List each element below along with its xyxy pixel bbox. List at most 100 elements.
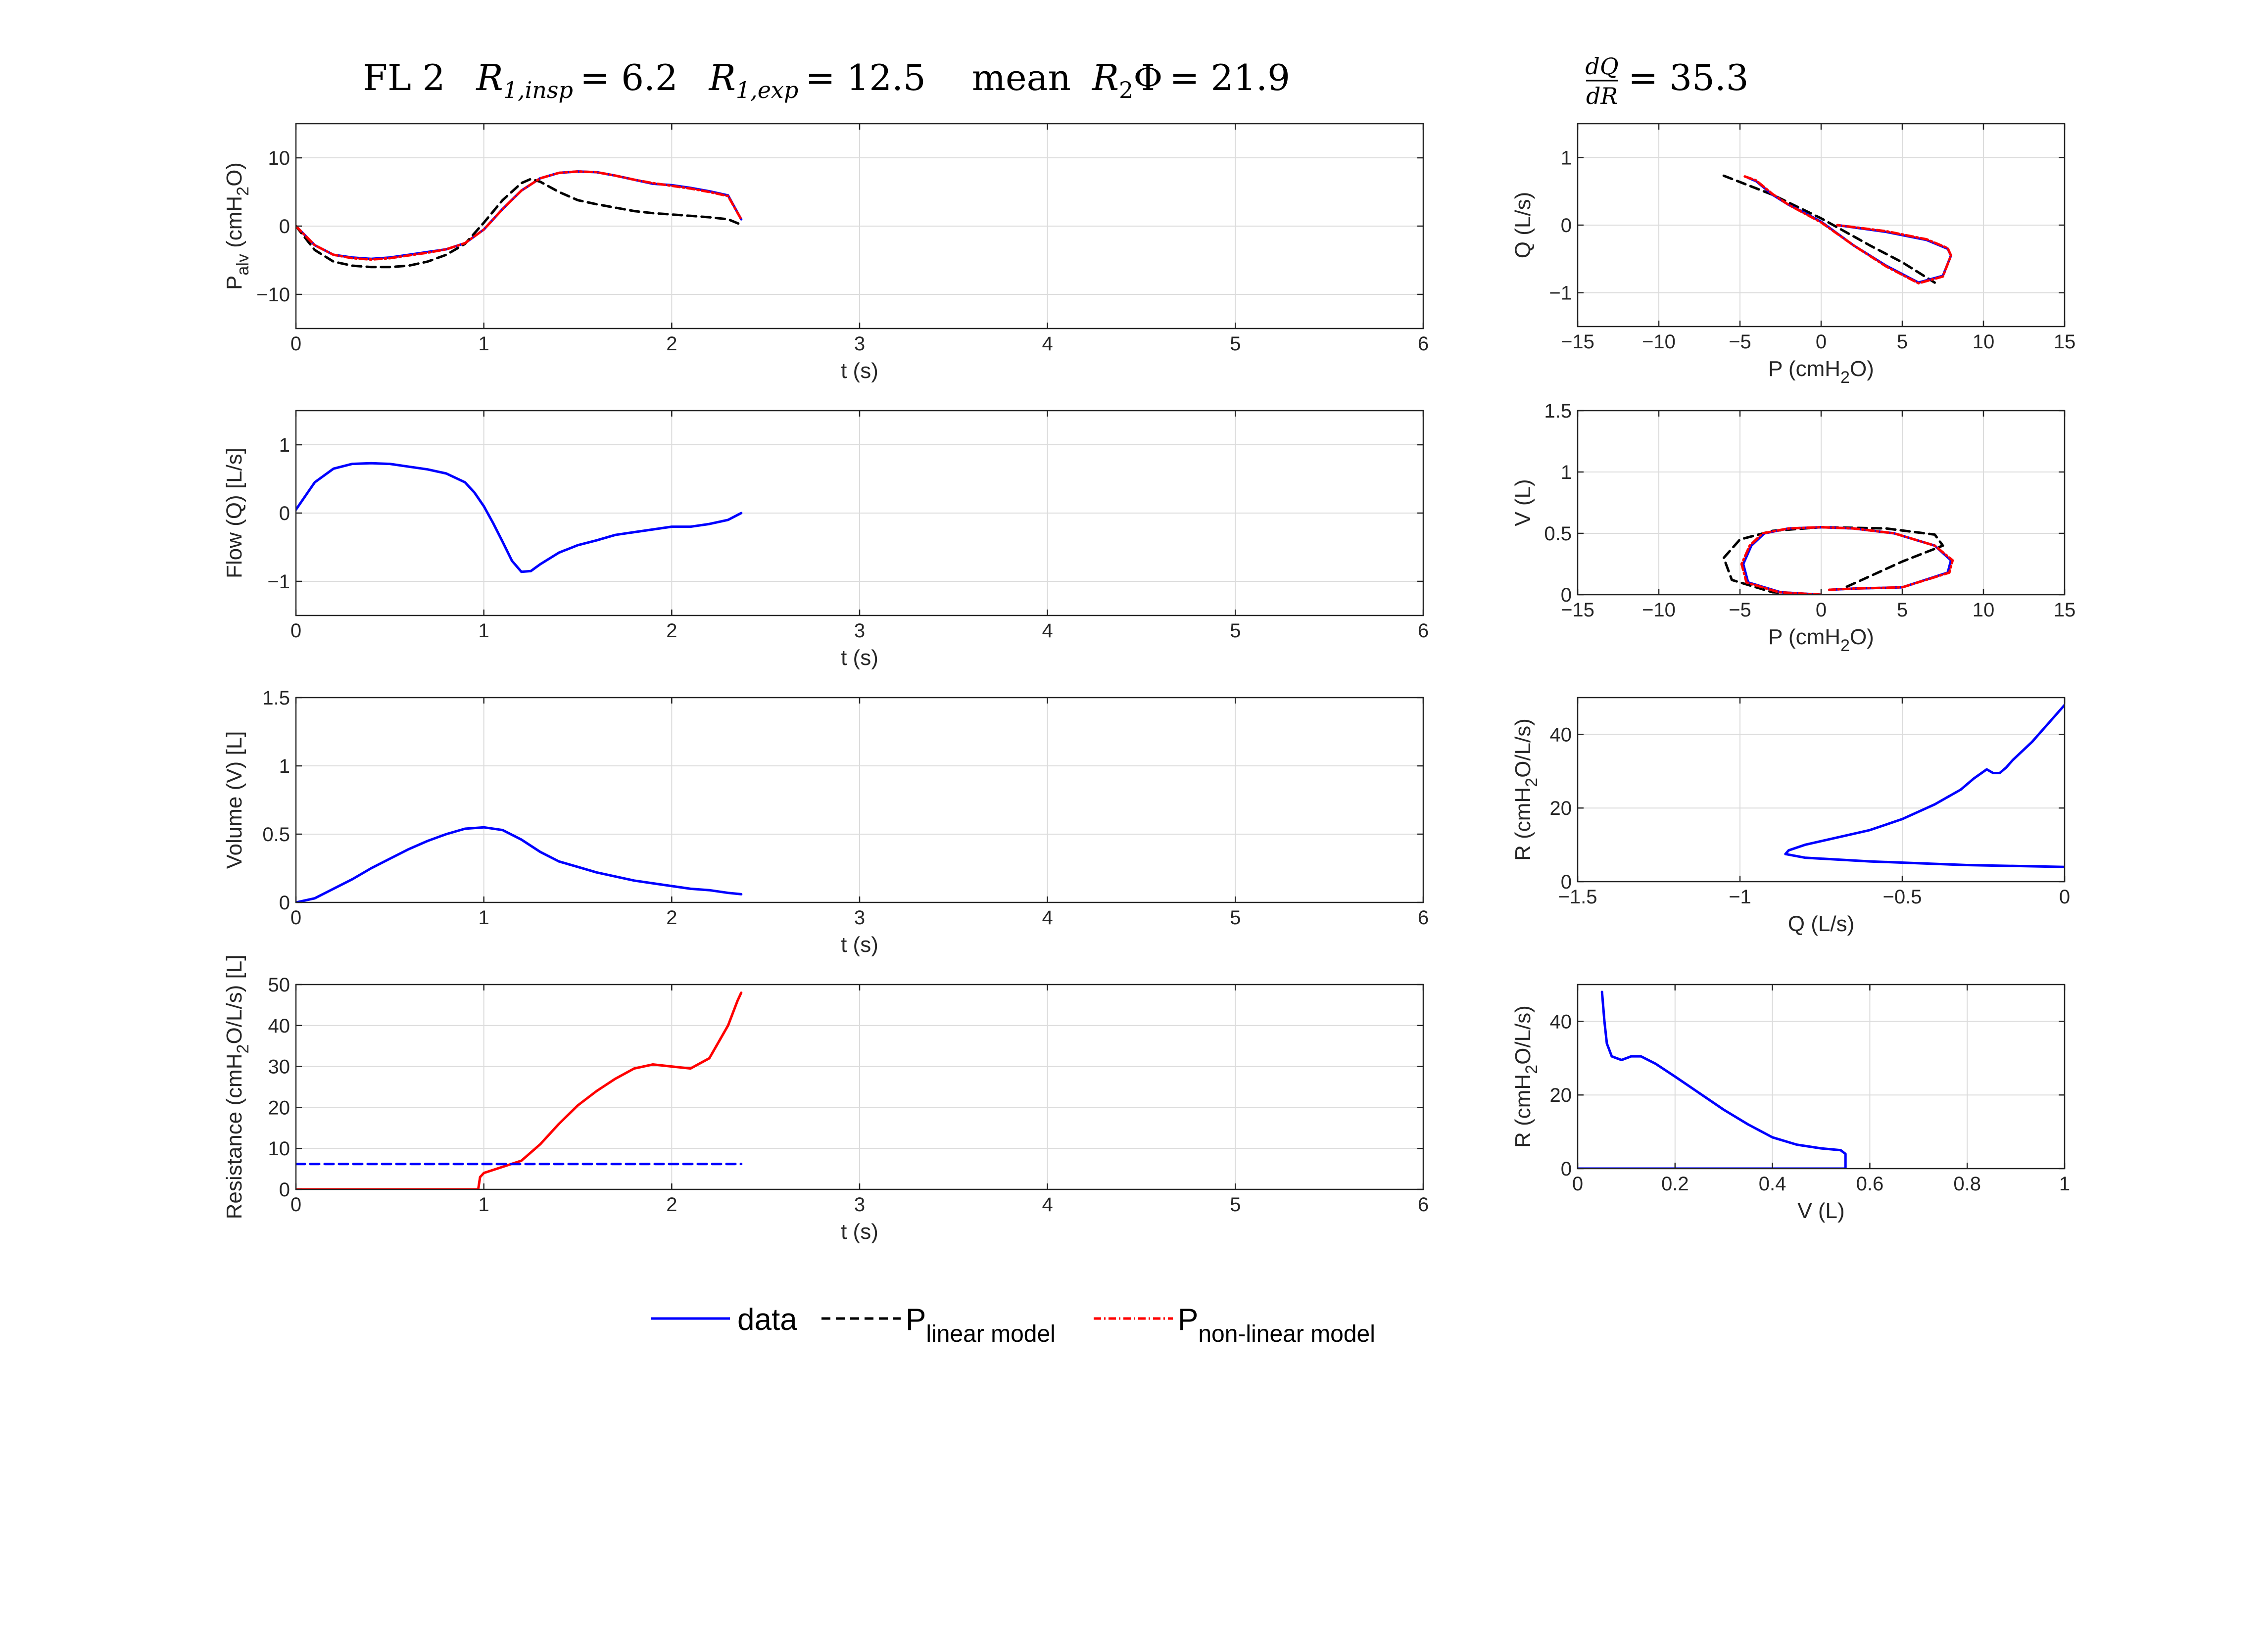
- ylabel-flow-part-0: Flow (Q) [L/s]: [222, 448, 246, 578]
- series-line-vp-nonlinear: [1740, 526, 1954, 595]
- xlabel-qp-part-1: 2: [1840, 368, 1850, 387]
- xtick-label-rq: 0: [2059, 886, 2070, 908]
- ylabel-rq-part-0: R (cmH: [1511, 787, 1535, 861]
- ytick-label-vp: 1: [1561, 462, 1572, 483]
- xtick-label-flow: 4: [1042, 620, 1053, 642]
- xtick-label-palv: 6: [1418, 333, 1429, 355]
- legend-linear-sub: linear model: [926, 1321, 1055, 1347]
- plot-area-rv: [1578, 985, 2065, 1169]
- title-r2-sub: 2: [1119, 77, 1133, 103]
- ylabel-volume-part-0: Volume (V) [L]: [222, 731, 246, 869]
- ytick-label-flow: −1: [267, 571, 290, 593]
- ytick-label-volume: 1.5: [262, 687, 290, 709]
- ytick-label-resistance: 0: [279, 1179, 290, 1201]
- ytick-label-volume: 0.5: [262, 824, 290, 846]
- xtick-label-qp: 0: [1816, 331, 1827, 353]
- ytick-label-qp: 1: [1561, 147, 1572, 169]
- series-line-resistance-nonlinear_solid: [296, 991, 743, 1189]
- xtick-label-vp: −5: [1729, 599, 1751, 621]
- ylabel-vp: V (L): [1511, 479, 1535, 526]
- xtick-label-rv: 0.2: [1661, 1173, 1689, 1195]
- xtick-label-qp: 10: [1973, 331, 1995, 353]
- legend-linear-main: P: [906, 1303, 926, 1337]
- ytick-label-flow: 1: [279, 434, 290, 456]
- series-group-volume: [296, 826, 743, 902]
- xlabel-qp-part-0: P (cmH: [1768, 357, 1840, 381]
- xtick-label-volume: 5: [1230, 907, 1241, 929]
- axes-box-rv: [1577, 984, 2066, 1170]
- series-line-palv-nonlinear: [296, 170, 743, 261]
- xtick-label-rv: 0.6: [1856, 1173, 1884, 1195]
- title-r1insp-sub: 1,insp: [503, 77, 573, 103]
- title-run: FL 2: [363, 57, 445, 98]
- xtick-label-flow: 3: [854, 620, 865, 642]
- ylabel-resistance-part-2: O/L/s) [L]: [222, 955, 246, 1044]
- ytick-label-resistance: 20: [268, 1097, 290, 1119]
- series-group-palv: [296, 170, 743, 269]
- ytick-label-palv: 0: [279, 216, 290, 237]
- title-r2-label: R: [1091, 57, 1119, 98]
- ytick-label-rq: 0: [1561, 871, 1572, 893]
- series-line-volume-data: [296, 826, 743, 902]
- legend-nonlinear-label: Pnon-linear model: [1178, 1303, 1375, 1347]
- xlabel-vp-part-1: 2: [1840, 636, 1850, 655]
- ytick-label-resistance: 50: [268, 974, 290, 996]
- xtick-label-rv: 0.4: [1759, 1173, 1786, 1195]
- xtick-label-resistance: 5: [1230, 1194, 1241, 1216]
- xtick-label-rv: 0.8: [1953, 1173, 1981, 1195]
- ylabel-vp-part-0: V (L): [1511, 479, 1535, 526]
- ylabel-resistance-part-1: 2: [234, 1044, 252, 1054]
- xlabel-rv-part-0: V (L): [1797, 1199, 1844, 1223]
- xlabel-vp: P (cmH2O): [1768, 625, 1874, 655]
- ytick-label-vp: 0: [1561, 584, 1572, 606]
- xtick-label-vp: 15: [2054, 599, 2076, 621]
- ytick-label-vp: 1.5: [1544, 400, 1572, 422]
- xtick-label-volume: 3: [854, 907, 865, 929]
- xtick-label-qp: −5: [1729, 331, 1751, 353]
- ytick-label-rq: 40: [1550, 724, 1572, 746]
- ylabel-palv: Palv (cmH2O): [222, 162, 252, 290]
- ytick-label-palv: 10: [268, 147, 290, 169]
- xtick-label-resistance: 2: [666, 1194, 677, 1216]
- xlabel-vp-part-2: O): [1850, 625, 1874, 649]
- ylabel-palv-part-1: alv: [234, 254, 252, 275]
- ytick-label-rv: 0: [1561, 1158, 1572, 1180]
- ylabel-rq-part-1: 2: [1522, 778, 1541, 787]
- xtick-label-flow: 0: [290, 620, 301, 642]
- xlabel-rq: Q (L/s): [1788, 912, 1854, 936]
- xtick-label-resistance: 6: [1418, 1194, 1429, 1216]
- xtick-label-volume: 2: [666, 907, 677, 929]
- xtick-label-resistance: 1: [479, 1194, 489, 1216]
- ytick-label-resistance: 40: [268, 1015, 290, 1037]
- title-r1exp-label: R: [708, 57, 736, 98]
- series-line-qp-linear: [1722, 174, 1936, 284]
- xlabel-qp-part-2: O): [1850, 357, 1874, 381]
- ytick-label-resistance: 30: [268, 1056, 290, 1078]
- xtick-label-qp: 15: [2054, 331, 2076, 353]
- ylabel-palv-part-4: O): [222, 162, 246, 187]
- title-r1exp-value: = 12.5: [805, 57, 926, 98]
- title-r1insp-value: = 6.2: [580, 57, 678, 98]
- title-r1insp-label: R: [475, 57, 503, 98]
- ytick-label-vp: 0.5: [1544, 523, 1572, 545]
- legend-data-label: data: [737, 1303, 797, 1337]
- ylabel-resistance-part-0: Resistance (cmH: [222, 1053, 246, 1219]
- xtick-label-flow: 2: [666, 620, 677, 642]
- series-line-palv-linear: [296, 178, 743, 269]
- xtick-label-qp: 5: [1897, 331, 1908, 353]
- ytick-label-qp: 0: [1561, 215, 1572, 236]
- xtick-label-palv: 4: [1042, 333, 1053, 355]
- xtick-label-palv: 5: [1230, 333, 1241, 355]
- xtick-label-palv: 0: [290, 333, 301, 355]
- legend-nonlinear-main: P: [1178, 1303, 1198, 1337]
- ytick-label-qp: −1: [1549, 283, 1572, 304]
- xtick-label-vp: 5: [1897, 599, 1908, 621]
- panel-rv: 0 0.2 0.4 0.6 0.8 1 0 20 40 V (L) R (cmH2O/L/s): [1511, 984, 2070, 1223]
- xlabel-volume: t (s): [841, 933, 878, 957]
- xtick-label-qp: −10: [1642, 331, 1676, 353]
- axes-box-rq: [1577, 697, 2066, 883]
